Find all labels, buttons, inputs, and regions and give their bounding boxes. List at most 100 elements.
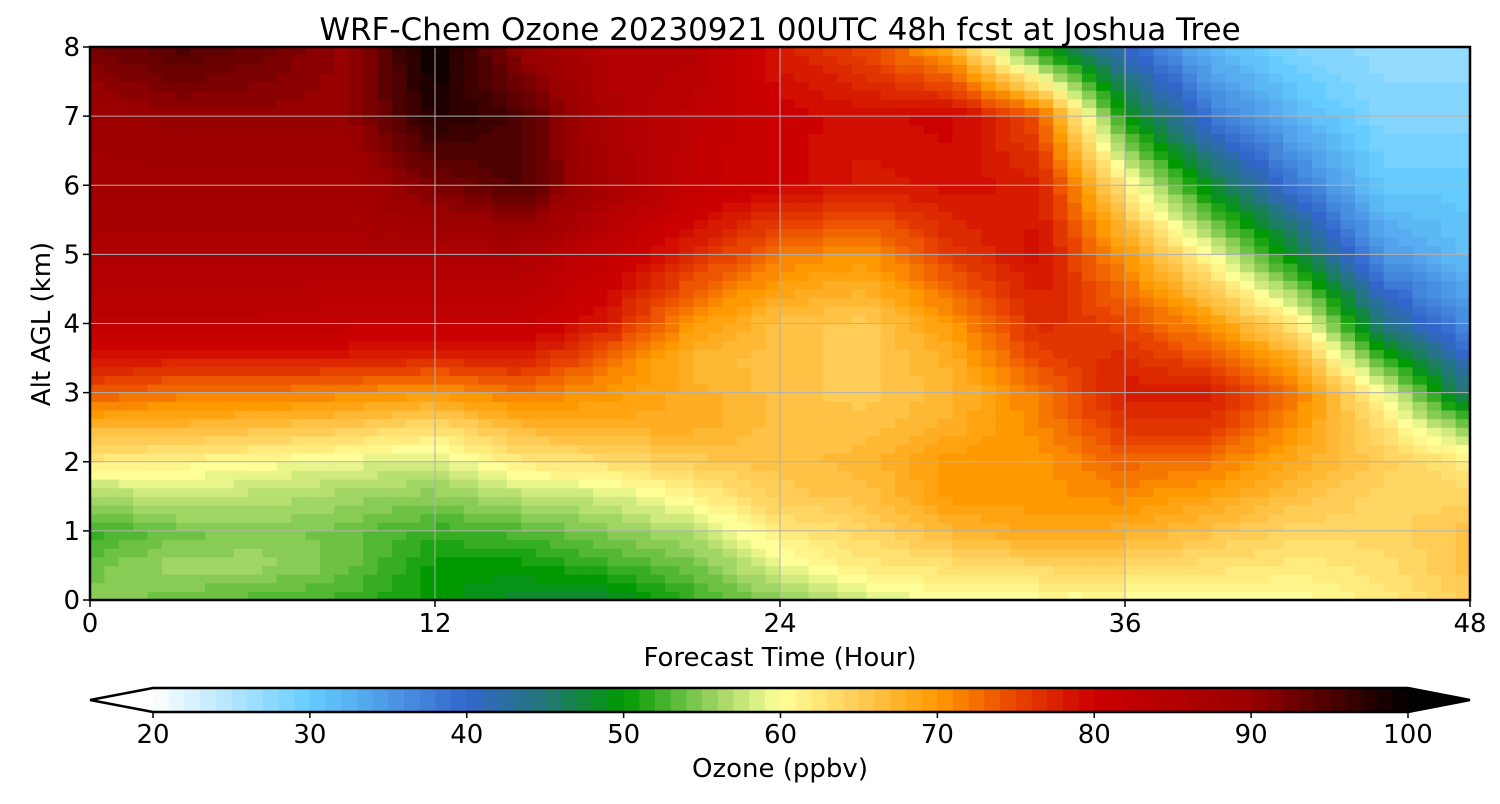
heatmap-cell [564, 98, 580, 109]
heatmap-cell [1010, 591, 1025, 601]
heatmap-cell [535, 306, 551, 316]
heatmap-cell [90, 297, 105, 307]
heatmap-cell [851, 107, 867, 117]
heatmap-cell [607, 383, 623, 394]
heatmap-cell [1096, 237, 1112, 247]
heatmap-cell [837, 556, 853, 567]
heatmap-cell [118, 375, 134, 385]
heatmap-cell [708, 47, 724, 57]
heatmap-cell [995, 513, 1011, 523]
heatmap-cell [133, 254, 149, 264]
heatmap-cell [1125, 314, 1140, 325]
heatmap-cell [1196, 314, 1212, 325]
heatmap-cell [708, 392, 724, 402]
heatmap-cell [1110, 107, 1126, 117]
heatmap-cell [205, 202, 220, 212]
heatmap-cell [449, 383, 465, 394]
heatmap-cell [348, 176, 364, 186]
heatmap-cell [90, 418, 105, 428]
heatmap-cell [506, 591, 522, 601]
heatmap-cell [765, 366, 781, 376]
heatmap-cell [391, 193, 407, 204]
heatmap-cell [578, 280, 594, 290]
heatmap-cell [363, 55, 379, 65]
heatmap-cell [219, 418, 235, 428]
heatmap-cell [463, 435, 479, 446]
heatmap-cell [1168, 245, 1184, 255]
heatmap-cell [147, 176, 163, 186]
heatmap-cell [995, 366, 1011, 376]
heatmap-cell [506, 159, 522, 169]
heatmap-cell [909, 409, 925, 420]
heatmap-cell [1096, 591, 1112, 601]
heatmap-cell [1053, 297, 1069, 307]
heatmap-cell [435, 323, 450, 333]
heatmap-cell [291, 55, 307, 65]
heatmap-cell [1153, 90, 1169, 100]
heatmap-cell [1038, 219, 1054, 230]
heatmap-cell [650, 280, 666, 290]
heatmap-cell [363, 332, 379, 342]
heatmap-cell [506, 271, 522, 281]
heatmap-cell [1139, 461, 1155, 471]
heatmap-cell [406, 444, 422, 454]
heatmap-cell [909, 280, 925, 290]
heatmap-cell [751, 427, 767, 437]
heatmap-cell [938, 392, 954, 402]
heatmap-cell [420, 245, 436, 255]
heatmap-cell [736, 548, 752, 558]
heatmap-cell [765, 522, 781, 532]
heatmap-cell [1096, 375, 1112, 385]
heatmap-cell [478, 81, 494, 91]
heatmap-cell [909, 55, 925, 65]
heatmap-cell [607, 72, 623, 83]
heatmap-cell [406, 116, 422, 126]
heatmap-cell [104, 582, 120, 592]
heatmap-cell [880, 55, 896, 65]
heatmap-cell [233, 254, 249, 264]
heatmap-cell [449, 150, 465, 160]
heatmap-cell [190, 513, 206, 523]
heatmap-cell [751, 409, 767, 420]
heatmap-cell [909, 237, 925, 247]
heatmap-cell [823, 504, 839, 515]
heatmap-cell [478, 479, 494, 489]
heatmap-cell [880, 202, 896, 212]
heatmap-cell [262, 349, 278, 359]
heatmap-cell [1110, 176, 1126, 186]
heatmap-cell [765, 263, 781, 273]
heatmap-cell [564, 288, 580, 299]
heatmap-cell [966, 522, 982, 532]
heatmap-cell [420, 297, 436, 307]
heatmap-cell [334, 263, 350, 273]
heatmap-cell [161, 150, 177, 160]
heatmap-cell [1053, 358, 1069, 368]
heatmap-cell [391, 228, 407, 238]
heatmap-cell [693, 107, 709, 117]
heatmap-cell [1182, 487, 1198, 497]
heatmap-cell [1182, 513, 1198, 523]
heatmap-cell [1182, 202, 1198, 212]
heatmap-cell [435, 513, 450, 523]
heatmap-cell [722, 254, 738, 264]
heatmap-cell [147, 522, 163, 532]
heatmap-cell [161, 47, 177, 57]
heatmap-cell [722, 98, 738, 109]
heatmap-cell [966, 574, 982, 584]
heatmap-cell [506, 582, 522, 592]
heatmap-cell [463, 254, 479, 264]
heatmap-cell [420, 219, 436, 230]
heatmap-cell [406, 453, 422, 463]
heatmap-cell [1096, 574, 1112, 584]
heatmap-cell [851, 375, 867, 385]
heatmap-cell [1182, 150, 1198, 160]
heatmap-cell [593, 453, 609, 463]
heatmap-cell [521, 219, 537, 230]
heatmap-cell [1024, 530, 1040, 541]
heatmap-cell [291, 358, 307, 368]
heatmap-cell [1110, 487, 1126, 497]
heatmap-cell [320, 349, 335, 359]
heatmap-cell [1125, 548, 1140, 558]
heatmap-cell [593, 150, 609, 160]
heatmap-cell [90, 81, 105, 91]
